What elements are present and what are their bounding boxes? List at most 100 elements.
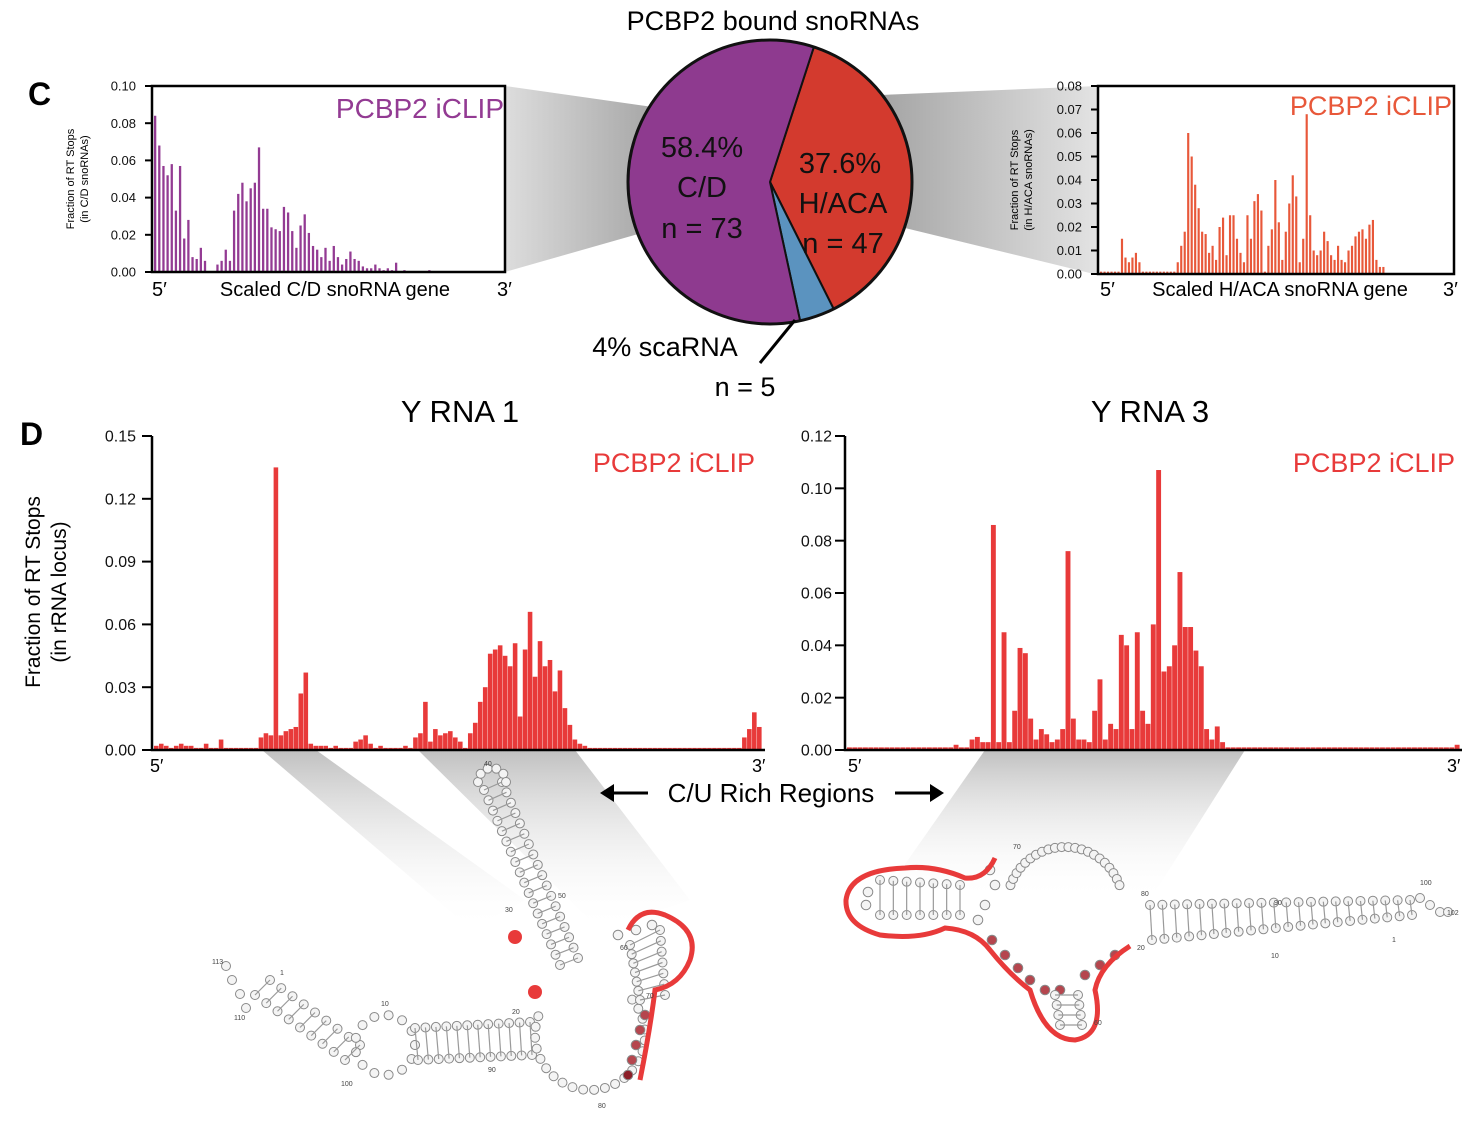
base-pair-line	[1322, 901, 1326, 924]
cd-bar	[353, 258, 356, 272]
cu-right-arrowhead	[930, 784, 944, 802]
y1-bar	[492, 649, 498, 750]
y3-bar	[857, 747, 863, 750]
haca-bar	[1124, 257, 1127, 274]
nucleotide-bead	[1114, 880, 1125, 891]
y3-bar	[1204, 729, 1210, 750]
base-pair-line	[1310, 901, 1314, 925]
nucleotide-bead	[1012, 962, 1024, 974]
y3-bar	[1033, 739, 1039, 750]
y3-bar	[1113, 729, 1119, 750]
cd-bar	[158, 145, 161, 272]
cd-bar	[183, 238, 186, 272]
haca-bar	[1277, 222, 1280, 274]
y1-bar	[268, 735, 274, 750]
y1-bar	[154, 745, 159, 750]
yrna1-num-10: 10	[381, 1001, 389, 1008]
cu-left-arrowhead	[600, 784, 614, 802]
cd-x-start: 5′	[152, 279, 167, 301]
y3-x-start: 5′	[848, 756, 862, 776]
y1-bar	[547, 659, 553, 750]
nucleotide-bead	[397, 1064, 408, 1075]
nucleotide-bead	[630, 924, 642, 936]
cd-bar	[195, 258, 198, 272]
y3-bar	[900, 747, 906, 750]
y1-bar	[582, 745, 588, 750]
haca-bar	[1221, 217, 1225, 274]
y1-bar	[453, 737, 458, 750]
y3-title: Y RNA 3	[1091, 394, 1209, 429]
haca-ytick-label: 0.07	[1057, 102, 1082, 117]
nucleotide-bead	[498, 768, 509, 779]
nucleotide-bead	[530, 1032, 541, 1043]
y1-bar	[358, 739, 363, 750]
base-pair-line	[510, 843, 530, 853]
y3-bar	[958, 747, 964, 750]
y1-bar	[487, 653, 493, 750]
y3-bar	[1198, 666, 1204, 750]
y1-bar	[293, 726, 299, 750]
panel-label-d: D	[20, 416, 43, 452]
base-pair-line	[333, 1036, 350, 1053]
nucleotide-bead	[350, 1047, 361, 1058]
y3-bar	[1326, 747, 1332, 750]
y3-bar	[1070, 718, 1076, 750]
yrna1-num-1: 1	[280, 970, 284, 977]
nucleotide-bead	[1079, 969, 1091, 981]
yrna3-cu-outline	[843, 856, 1132, 1043]
nucleotide-bead	[369, 1068, 380, 1079]
haca-bar	[1336, 245, 1340, 274]
cd-bar	[266, 208, 269, 272]
y1-bar	[532, 676, 538, 750]
y3-bar	[1214, 726, 1220, 750]
nucleotide-bead	[221, 961, 231, 971]
cd-bar	[386, 268, 389, 272]
y3-bar	[926, 747, 932, 750]
y3-bar	[964, 747, 970, 750]
yrna3-num-102: 102	[1447, 910, 1459, 917]
y3-bar	[932, 747, 938, 750]
y3-bars	[847, 470, 1460, 750]
cd-bar	[170, 164, 173, 272]
cd-bar	[191, 257, 194, 272]
y3-bar	[1065, 551, 1071, 750]
y3-bar	[974, 736, 980, 750]
haca-bar	[1235, 238, 1239, 274]
cd-bar	[253, 182, 256, 272]
yrna1-structure-lines	[254, 781, 666, 1061]
y1-bar	[163, 745, 169, 750]
cd-bar	[328, 260, 331, 272]
y1-bar	[423, 701, 428, 750]
nucleotide-bead	[530, 1021, 541, 1032]
base-pair-line	[492, 802, 512, 812]
y1-bar	[318, 745, 324, 750]
y1-bar	[353, 741, 358, 750]
cd-bar	[286, 212, 290, 272]
haca-x-end: 3′	[1443, 279, 1458, 301]
base-pair-line	[529, 1021, 533, 1056]
nucleotide-bead	[578, 1084, 589, 1095]
yrna3-num-100: 100	[1420, 880, 1432, 887]
y3-bar	[1342, 747, 1348, 750]
nucleotide-bead	[989, 879, 1001, 891]
haca-ytick-label: 0.01	[1057, 243, 1082, 258]
cd-bar	[299, 225, 302, 272]
nucleotide-bead	[610, 1078, 621, 1089]
y3-bar	[1246, 747, 1252, 750]
nucleotide-bead	[972, 914, 984, 926]
y3-bar	[1433, 747, 1439, 750]
y3-bar	[1257, 747, 1263, 750]
y1-bar	[363, 735, 368, 750]
base-pair-line	[497, 812, 516, 822]
y3-bar	[1097, 679, 1103, 750]
nucleotide-bead	[557, 1077, 568, 1088]
y1-bar	[368, 743, 373, 750]
haca-bar	[1284, 231, 1287, 274]
nucleotide-bead	[235, 989, 245, 999]
haca-ytick-label: 0.03	[1057, 196, 1082, 211]
y3-bar	[948, 747, 954, 750]
y3-bar	[1209, 739, 1215, 750]
y3-bar	[916, 747, 922, 750]
haca-bar	[1281, 259, 1284, 274]
cd-ytick-label: 0.06	[111, 153, 136, 168]
